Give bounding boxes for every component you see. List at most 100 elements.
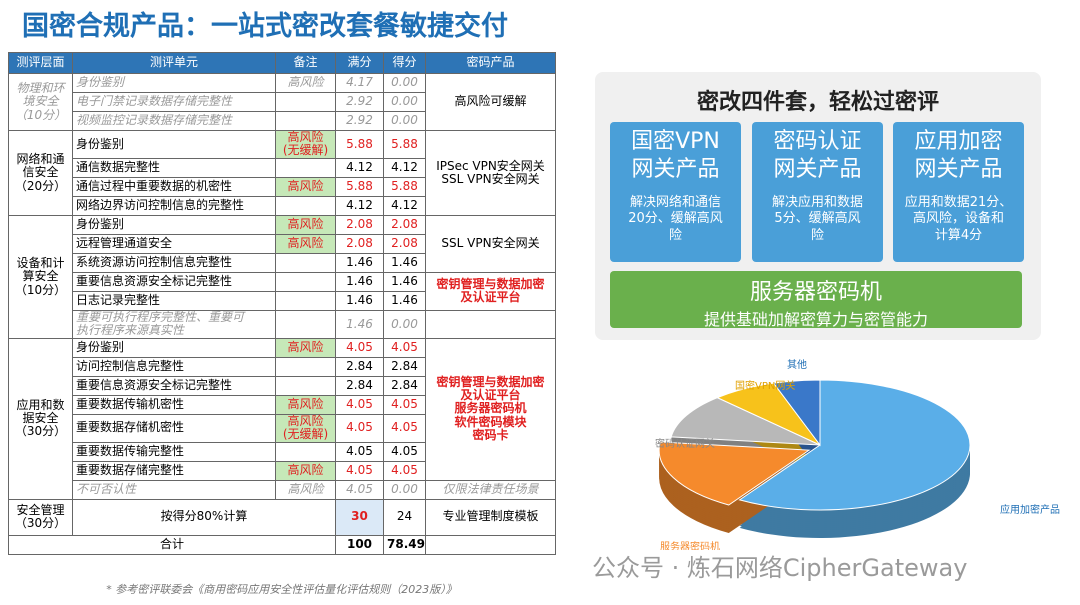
total-row: 合计 100 78.49: [8, 534, 556, 555]
score-cell: 1.46: [383, 252, 426, 273]
note-cell: 高风险: [275, 73, 336, 93]
unit-cell: 日志记录完整性: [72, 290, 276, 311]
note-cell: 高风险: [275, 394, 336, 415]
unit-cell: 身份鉴别: [72, 337, 276, 358]
full-cell: 2.92: [335, 111, 384, 131]
full-cell: 4.05: [335, 460, 384, 481]
pie-label: 应用加密产品: [1000, 503, 1060, 516]
unit-cell: 通信数据完整性: [72, 157, 276, 178]
full-cell: 4.17: [335, 73, 384, 93]
card-desc: 解决应用和数据 5分、缓解高风 险: [771, 195, 863, 243]
score-cell: 0.00: [383, 111, 426, 131]
card: 密码认证 网关产品 解决应用和数据 5分、缓解高风 险: [752, 122, 883, 262]
note-cell: 高风险: [275, 337, 336, 358]
score-cell: 0.00: [383, 73, 426, 93]
unit-cell: 身份鉴别: [72, 73, 276, 93]
table-row: 应用和数 据安全 （30分） 身份鉴别 高风险 4.05 4.05 密钥管理与数据加密 及…: [8, 337, 556, 500]
note-cell: [275, 375, 336, 396]
card-title: 应用加密 网关产品: [914, 129, 1003, 182]
card: 国密VPN 网关产品解决网络和通信 20分、缓解高风 险: [610, 122, 741, 262]
note-cell: [275, 309, 336, 339]
note-cell: [275, 252, 336, 273]
table-row: 远程管理通道安全 高风险 2.08 2.08: [9, 233, 556, 254]
score-cell: 1.46: [383, 271, 426, 292]
card-desc: 应用和数据21分、 高风险，设备和 计算4分: [904, 195, 1013, 243]
full-cell: 5.88: [335, 176, 384, 197]
product-cell: SSL VPN安全网关: [425, 214, 556, 273]
note-cell: 高风险: [275, 233, 336, 254]
product-cell: 仅限法律责任场景: [425, 479, 556, 500]
layer-cell: 安全管理 （30分）: [8, 498, 73, 536]
layer-cell: 网络和通 信安全 （20分）: [8, 130, 73, 216]
full-cell: 1.46: [335, 290, 384, 311]
card-desc: 解决网络和通信 20分、缓解高风 险: [628, 195, 723, 243]
table-row: 重要数据传输机密性 高风险 4.05 4.05: [9, 394, 556, 415]
product-cell: 专业管理制度模板: [425, 498, 556, 536]
table-row: 通信数据完整性 4.12 4.12: [9, 157, 556, 178]
unit-cell: 访问控制信息完整性: [72, 356, 276, 377]
unit-cell: 重要数据传输机密性: [72, 394, 276, 415]
full-cell: 2.84: [335, 356, 384, 377]
product-panel: 密改四件套，轻松过密评 国密VPN 网关产品 解决网络和通信 20分、缓解高风 险…: [595, 72, 1041, 340]
card: 应用加密 网关产品应用和数据21分、 高风险，设备和 计算4分: [893, 122, 1024, 262]
table-row: 物理和环 境安全 （10分） 身份鉴别 高风险 4.17 0.00 高风险可缓解: [8, 73, 556, 131]
full-cell: 4.12: [335, 157, 384, 178]
full-cell: 5.88: [335, 130, 384, 159]
pie-label: 其他: [787, 358, 807, 371]
table-row: 设备和计 算安全 （10分） 身份鉴别 高风险 2.08 2.08 SSL VPN安全网关: [8, 214, 556, 339]
score-cell: 1.46: [383, 290, 426, 311]
note-cell: 高风险: [275, 460, 336, 481]
full-cell: 4.05: [335, 394, 384, 415]
header-cell: 测评单元: [72, 52, 276, 74]
full-cell: 2.08: [335, 214, 384, 235]
full-cell: 4.05: [335, 479, 384, 500]
footnote: * 参考密评联委会《商用密码应用安全性评估量化评估规则（2023版）》: [106, 583, 457, 596]
layer-cell: 物理和环 境安全 （10分）: [8, 73, 73, 131]
pie-slice: [738, 379, 971, 511]
page-title: 国密合规产品：一站式密改套餐敏捷交付: [22, 11, 508, 42]
score-cell: 2.08: [383, 214, 426, 235]
score-cell: 5.88: [383, 176, 426, 197]
table-row: 重要信息资源安全标记完整性 1.46 1.46 密钥管理与数据加密 及认证平台: [9, 271, 556, 311]
score-cell: 5.88: [383, 130, 426, 159]
score-cell: 2.84: [383, 356, 426, 377]
full-cell: 2.08: [335, 233, 384, 254]
unit-cell: 身份鉴别: [72, 214, 276, 235]
total-full: 100: [335, 534, 384, 555]
note-cell: [275, 157, 336, 178]
layer-cell: 设备和计 算安全 （10分）: [8, 214, 73, 339]
unit-cell: 按得分80%计算: [72, 498, 336, 536]
unit-cell: 电子门禁记录数据存储完整性: [72, 92, 276, 112]
table-row: 重要信息资源安全标记完整性 2.84 2.84: [9, 375, 556, 396]
product-cell: [425, 309, 556, 339]
total-label: 合计: [8, 534, 336, 555]
unit-cell: 网络边界访问控制信息的完整性: [72, 195, 276, 216]
full-cell: 1.46: [335, 309, 384, 339]
note-cell: [275, 111, 336, 131]
product-cell: [425, 534, 556, 555]
score-cell: 2.84: [383, 375, 426, 396]
product-cell: 密钥管理与数据加密 及认证平台 服务器密码机 软件密码模块 密码卡: [425, 337, 556, 481]
note-cell: 高风险: [275, 176, 336, 197]
unit-cell: 重要数据存储机密性: [72, 413, 276, 443]
pie-slice: [670, 397, 821, 446]
product-cell: 密钥管理与数据加密 及认证平台: [425, 271, 556, 311]
card-title: 国密VPN 网关产品: [631, 129, 720, 182]
full-cell: 2.92: [335, 92, 384, 112]
full-cell: 4.05: [335, 337, 384, 358]
score-cell: 0.00: [383, 309, 426, 339]
product-cell: 高风险可缓解: [425, 73, 556, 131]
score-cell: 4.12: [383, 157, 426, 178]
note-cell: 高风险: [275, 479, 336, 500]
note-cell: [275, 195, 336, 216]
pie-slice: [658, 441, 811, 506]
score-cell: 4.12: [383, 195, 426, 216]
score-cell: 4.05: [383, 394, 426, 415]
full-cell: 1.46: [335, 271, 384, 292]
pie-slice: [772, 379, 821, 447]
unit-cell: 通信过程中重要数据的机密性: [72, 176, 276, 197]
full-cell: 4.05: [335, 441, 384, 462]
note-cell: 高风险 (无缓解): [275, 130, 336, 159]
score-cell: 0.00: [383, 479, 426, 500]
